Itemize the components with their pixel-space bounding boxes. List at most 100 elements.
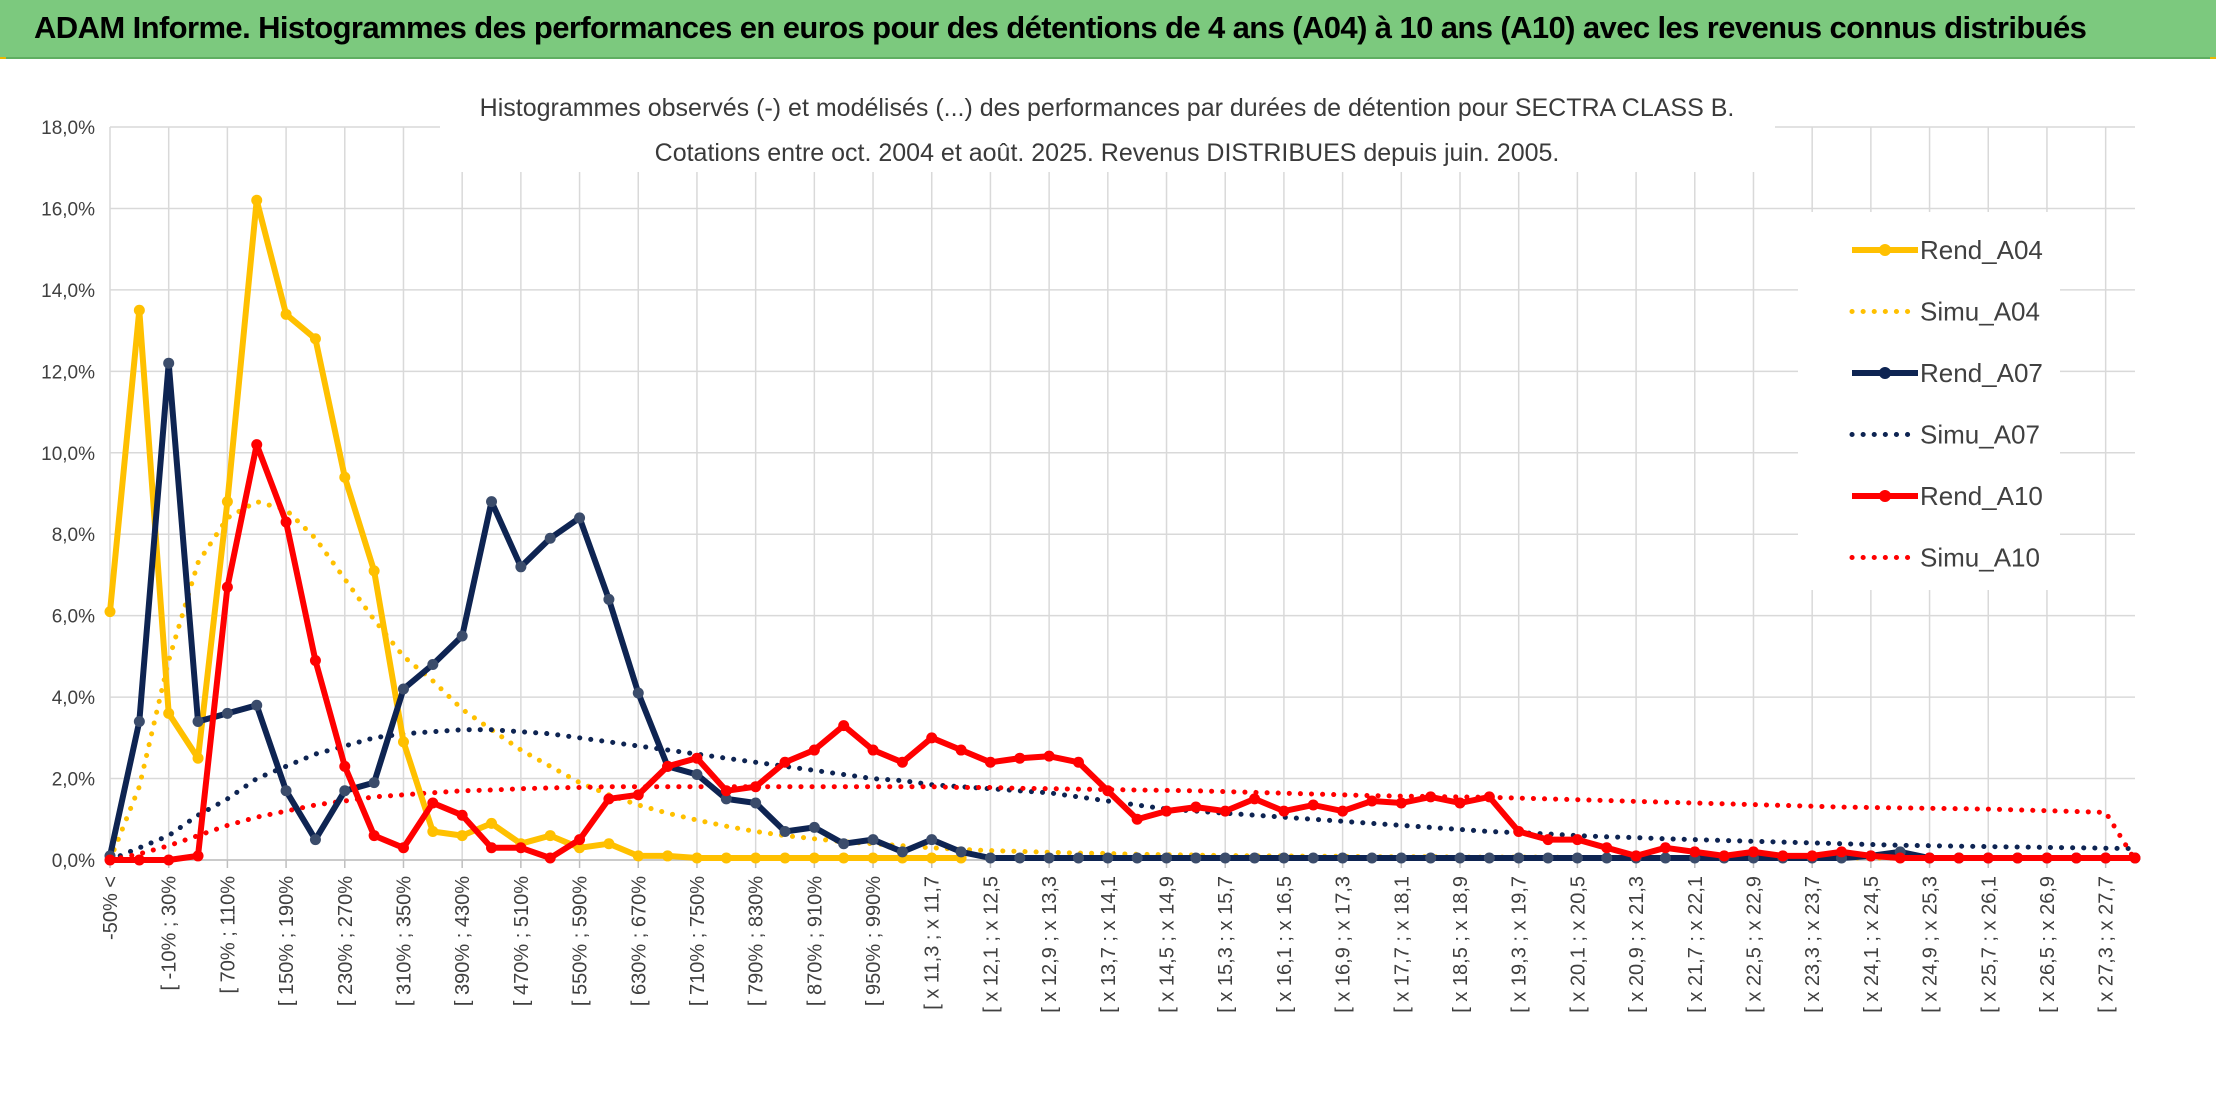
- data-point-rend-a10: [192, 850, 204, 862]
- y-tick-label: 10,0%: [41, 444, 95, 465]
- x-axis-ticks: -50% < [ -10% ; 30% [ 70% ; 110% [ 150% ; 1…: [100, 859, 2135, 1013]
- data-point-rend-a07: [1043, 852, 1055, 864]
- data-point-rend-a04: [339, 471, 351, 483]
- x-tick-label: [ x 24,9 ; x 25,3: [1920, 876, 1942, 1013]
- data-point-rend-a07: [955, 846, 967, 858]
- x-tick-label: [ x 27,3 ; x 27,7: [2096, 876, 2118, 1013]
- x-tick-label: [ 150% ; 190%: [276, 876, 298, 1006]
- data-point-rend-a10: [1131, 813, 1143, 825]
- legend-marker-rend-a07: [1879, 367, 1891, 379]
- data-point-rend-a10: [1777, 850, 1789, 862]
- data-point-rend-a04: [808, 852, 820, 864]
- data-point-rend-a10: [838, 720, 850, 732]
- legend-label-rend-a07: Rend_A07: [1920, 358, 2043, 388]
- data-point-rend-a10: [486, 842, 498, 854]
- header-banner: ADAM Informe. Histogrammes des performan…: [0, 0, 2216, 59]
- data-point-rend-a07: [280, 785, 292, 797]
- data-point-rend-a10: [339, 760, 351, 772]
- x-tick-label: [ 790% ; 830%: [746, 876, 768, 1006]
- data-point-rend-a07: [1131, 852, 1143, 864]
- page-title: ADAM Informe. Histogrammes des performan…: [34, 10, 2087, 45]
- legend-label-rend-a10: Rend_A10: [1920, 481, 2043, 511]
- data-point-rend-a07: [1571, 852, 1583, 864]
- data-point-rend-a07: [632, 687, 644, 699]
- data-point-rend-a10: [221, 581, 233, 593]
- data-point-rend-a04: [926, 852, 938, 864]
- data-point-rend-a07: [1337, 852, 1349, 864]
- x-tick-label: [ x 20,9 ; x 21,3: [1626, 876, 1648, 1013]
- legend-label-simu-a07: Simu_A07: [1920, 420, 2040, 450]
- data-point-rend-a10: [456, 809, 468, 821]
- data-point-rend-a07: [544, 532, 556, 544]
- data-point-rend-a07: [867, 834, 879, 846]
- data-point-rend-a04: [192, 752, 204, 764]
- x-tick-label: [ 950% ; 990%: [863, 876, 885, 1006]
- data-point-rend-a10: [867, 744, 879, 756]
- data-point-rend-a04: [280, 308, 292, 320]
- data-point-rend-a10: [1161, 805, 1173, 817]
- x-tick-label: [ x 20,1 ; x 20,5: [1567, 876, 1589, 1013]
- data-point-rend-a04: [779, 852, 791, 864]
- y-tick-label: 6,0%: [52, 607, 95, 628]
- x-tick-label: [ 470% ; 510%: [511, 876, 533, 1006]
- chart-titles: Histogrammes observés (-) et modélisés (…: [440, 84, 1775, 172]
- data-point-rend-a10: [896, 756, 908, 768]
- data-point-rend-a10: [397, 842, 409, 854]
- x-tick-label: [ x 13,7 ; x 14,1: [1098, 876, 1120, 1013]
- data-point-rend-a10: [2012, 852, 2024, 864]
- y-tick-label: 12,0%: [41, 362, 95, 383]
- data-point-rend-a07: [1190, 852, 1202, 864]
- data-point-rend-a10: [1689, 846, 1701, 858]
- data-point-rend-a10: [1659, 842, 1671, 854]
- data-point-rend-a04: [750, 852, 762, 864]
- legend-label-simu-a10: Simu_A10: [1920, 543, 2040, 573]
- data-point-rend-a10: [1513, 825, 1525, 837]
- y-tick-label: 14,0%: [41, 281, 95, 302]
- data-point-rend-a10: [1454, 797, 1466, 809]
- data-point-rend-a10: [1278, 805, 1290, 817]
- x-tick-label: [ x 11,3 ; x 11,7: [922, 876, 944, 1010]
- data-point-rend-a07: [984, 852, 996, 864]
- data-point-rend-a10: [133, 854, 145, 866]
- data-point-rend-a10: [1219, 805, 1231, 817]
- data-point-rend-a04: [574, 842, 586, 854]
- y-axis-ticks: 0,0% 2,0% 4,0% 6,0% 8,0% 10,0% 12,0% 14,0% 16,0%…: [41, 118, 95, 872]
- data-point-rend-a07: [1102, 852, 1114, 864]
- series-line-simu-a10: [107, 784, 2138, 863]
- x-tick-label: [ x 17,7 ; x 18,1: [1391, 876, 1413, 1013]
- x-tick-label: [ x 15,3 ; x 15,7: [1215, 876, 1237, 1013]
- y-tick-label: 8,0%: [52, 525, 95, 546]
- data-point-rend-a10: [544, 852, 556, 864]
- data-point-rend-a04: [838, 852, 850, 864]
- data-point-rend-a07: [339, 785, 351, 797]
- legend-label-simu-a04: Simu_A04: [1920, 297, 2040, 327]
- data-point-rend-a04: [309, 333, 321, 345]
- data-point-rend-a07: [1366, 852, 1378, 864]
- data-point-rend-a04: [251, 194, 263, 206]
- x-tick-label: [ 310% ; 350%: [393, 876, 415, 1006]
- data-point-rend-a04: [720, 852, 732, 864]
- data-point-rend-a10: [427, 797, 439, 809]
- data-point-rend-a04: [691, 852, 703, 864]
- data-point-rend-a07: [1014, 852, 1026, 864]
- x-tick-label: [ -10% ; 30%: [159, 876, 181, 991]
- data-point-rend-a10: [720, 785, 732, 797]
- x-tick-label: [ x 16,9 ; x 17,3: [1333, 876, 1355, 1013]
- data-point-rend-a10: [1014, 752, 1026, 764]
- data-point-rend-a10: [1571, 834, 1583, 846]
- data-point-rend-a04: [456, 830, 468, 842]
- legend-marker-rend-a04: [1879, 244, 1891, 256]
- data-point-rend-a07: [427, 659, 439, 671]
- data-point-rend-a07: [163, 357, 175, 369]
- data-point-rend-a04: [368, 565, 380, 577]
- data-point-rend-a10: [808, 744, 820, 756]
- data-point-rend-a04: [603, 838, 615, 850]
- x-tick-label: [ x 12,1 ; x 12,5: [980, 876, 1002, 1013]
- data-point-rend-a10: [368, 830, 380, 842]
- y-tick-label: 0,0%: [52, 851, 95, 872]
- data-point-rend-a10: [251, 439, 263, 451]
- data-point-rend-a07: [486, 496, 498, 508]
- chart-subtitle: Cotations entre oct. 2004 et août. 2025.…: [655, 139, 1560, 167]
- data-point-rend-a07: [779, 825, 791, 837]
- data-point-rend-a10: [1249, 793, 1261, 805]
